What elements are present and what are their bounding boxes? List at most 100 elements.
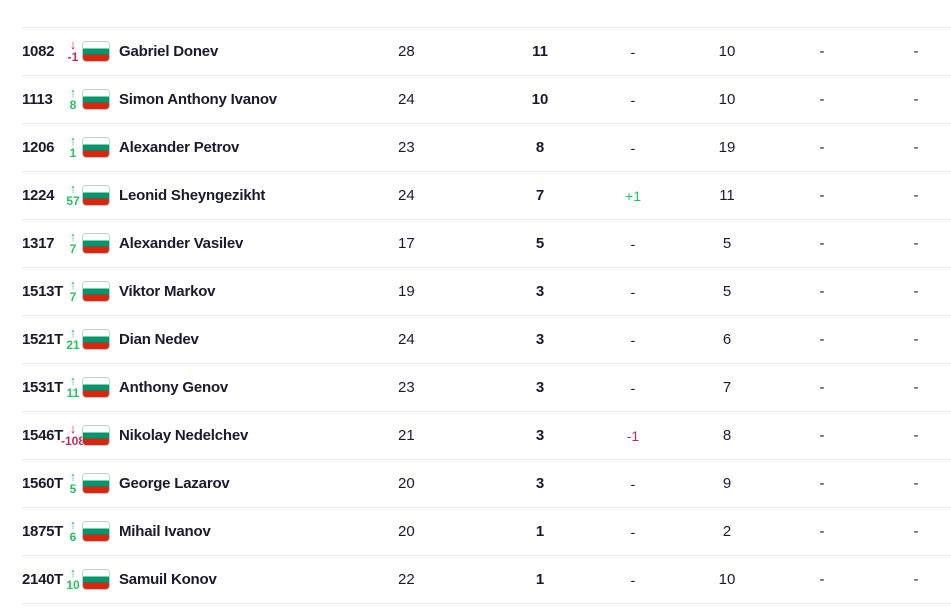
column-5-value: - [819, 235, 825, 252]
tournaments-played: 5 [722, 283, 732, 300]
bulgaria-flag-icon [83, 28, 109, 75]
column-6-value: - [913, 427, 919, 444]
column-6-value: - [913, 523, 919, 540]
points-change: - [630, 283, 636, 300]
player-name[interactable]: George Lazarov [119, 475, 230, 492]
table-row[interactable]: 1206 ↑ 1 Alexander Petrov 23 8 - 19 - - [22, 124, 951, 172]
movement-value: -108 [60, 434, 86, 448]
column-5-value: - [819, 523, 825, 540]
points-change: - [630, 331, 636, 348]
table-row[interactable]: 1546T ↓ -108 Nikolay Nedelchev 21 3 -1 8 … [22, 412, 951, 460]
tournaments-played: 8 [722, 427, 732, 444]
points-change: - [630, 523, 636, 540]
column-5-value: - [819, 187, 825, 204]
table-row[interactable]: 2140T ↑ 10 Samuil Konov 22 1 - 10 - - [22, 556, 951, 604]
table-row[interactable]: 1521T ↑ 21 Dian Nedev 24 3 - 6 - - [22, 316, 951, 364]
rank: 1206 [22, 139, 55, 156]
rank: 1521T [22, 331, 64, 348]
column-6-value: - [913, 571, 919, 588]
arrow-up-icon: ↑ [69, 469, 77, 484]
arrow-down-icon: ↓ [69, 421, 77, 436]
arrow-up-icon: ↑ [69, 133, 77, 148]
rank: 1531T [22, 379, 64, 396]
column-6-value: - [913, 43, 919, 60]
player-name[interactable]: Nikolay Nedelchev [119, 427, 249, 444]
movement-value: 5 [69, 482, 77, 496]
movement-value: 8 [69, 98, 77, 112]
points-change: -1 [626, 427, 640, 444]
table-row[interactable]: 1531T ↑ 11 Anthony Genov 23 3 - 7 - - [22, 364, 951, 412]
player-name[interactable]: Gabriel Donev [119, 43, 219, 60]
points-change: - [630, 139, 636, 156]
movement-value: 11 [66, 386, 80, 400]
table-row[interactable]: 1513T ↑ 7 Viktor Markov 19 3 - 5 - - [22, 268, 951, 316]
column-6-value: - [913, 187, 919, 204]
points: 3 [535, 283, 545, 300]
arrow-up-icon: ↑ [69, 565, 77, 580]
rank-movement: ↑ 7 [63, 220, 83, 267]
points: 7 [535, 187, 545, 204]
age: 20 [398, 523, 415, 540]
column-6-value: - [913, 139, 919, 156]
points: 10 [531, 91, 549, 108]
column-5-value: - [819, 475, 825, 492]
column-6-value: - [913, 283, 919, 300]
table-row[interactable]: 1317 ↑ 7 Alexander Vasilev 17 5 - 5 - - [22, 220, 951, 268]
bulgaria-flag-icon [83, 412, 109, 459]
points: 3 [535, 427, 545, 444]
column-5-value: - [819, 427, 825, 444]
points-change: - [630, 235, 636, 252]
movement-value: -1 [67, 50, 79, 64]
age: 17 [398, 235, 415, 252]
bulgaria-flag-icon [83, 76, 109, 123]
column-5-value: - [819, 379, 825, 396]
points: 8 [535, 139, 545, 156]
table-row[interactable]: 1224 ↑ 57 Leonid Sheyngezikht 24 7 +1 11 … [22, 172, 951, 220]
column-6-value: - [913, 475, 919, 492]
rank: 1113 [22, 91, 53, 108]
player-name[interactable]: Samuil Konov [119, 571, 217, 588]
rank-movement: ↑ 1 [63, 124, 83, 171]
player-name[interactable]: Alexander Petrov [119, 139, 240, 156]
arrow-down-icon: ↓ [69, 37, 77, 52]
column-6-value: - [913, 91, 919, 108]
rank-movement: ↓ -1 [63, 28, 83, 75]
rank: 1513T [22, 283, 64, 300]
arrow-up-icon: ↑ [69, 325, 77, 340]
column-5-value: - [819, 571, 825, 588]
player-name[interactable]: Simon Anthony Ivanov [119, 91, 277, 108]
table-row[interactable]: 1082 ↓ -1 Gabriel Donev 28 11 - 10 - - [22, 28, 951, 76]
points-change: - [630, 571, 636, 588]
player-name[interactable]: Alexander Vasilev [119, 235, 244, 252]
rank: 1560T [22, 475, 64, 492]
rank: 1082 [22, 43, 55, 60]
tournaments-played: 19 [718, 139, 736, 156]
rank-movement: ↑ 7 [63, 268, 83, 315]
age: 28 [398, 43, 415, 60]
movement-value: 10 [66, 578, 80, 592]
points: 3 [535, 331, 545, 348]
points: 3 [535, 475, 545, 492]
bulgaria-flag-icon [83, 172, 109, 219]
player-name[interactable]: Leonid Sheyngezikht [119, 187, 266, 204]
rank-movement: ↑ 10 [63, 556, 83, 603]
player-name[interactable]: Dian Nedev [119, 331, 199, 348]
points-change: - [630, 91, 636, 108]
table-row[interactable]: 1113 ↑ 8 Simon Anthony Ivanov 24 10 - 10 … [22, 76, 951, 124]
table-row[interactable]: 1875T ↑ 6 Mihail Ivanov 20 1 - 2 - - [22, 508, 951, 556]
points: 5 [535, 235, 545, 252]
column-5-value: - [819, 331, 825, 348]
bulgaria-flag-icon [83, 460, 109, 507]
column-5-value: - [819, 283, 825, 300]
bulgaria-flag-icon [83, 508, 109, 555]
player-name[interactable]: Mihail Ivanov [119, 523, 211, 540]
player-name[interactable]: Anthony Genov [119, 379, 229, 396]
rankings-table: 1082 ↓ -1 Gabriel Donev 28 11 - 10 - - 11… [22, 27, 951, 604]
table-row[interactable]: 1560T ↑ 5 George Lazarov 20 3 - 9 - - [22, 460, 951, 508]
rank-movement: ↑ 8 [63, 76, 83, 123]
column-5-value: - [819, 139, 825, 156]
tournaments-played: 5 [722, 235, 732, 252]
rank-movement: ↑ 6 [63, 508, 83, 555]
player-name[interactable]: Viktor Markov [119, 283, 216, 300]
rank-movement: ↑ 5 [63, 460, 83, 507]
